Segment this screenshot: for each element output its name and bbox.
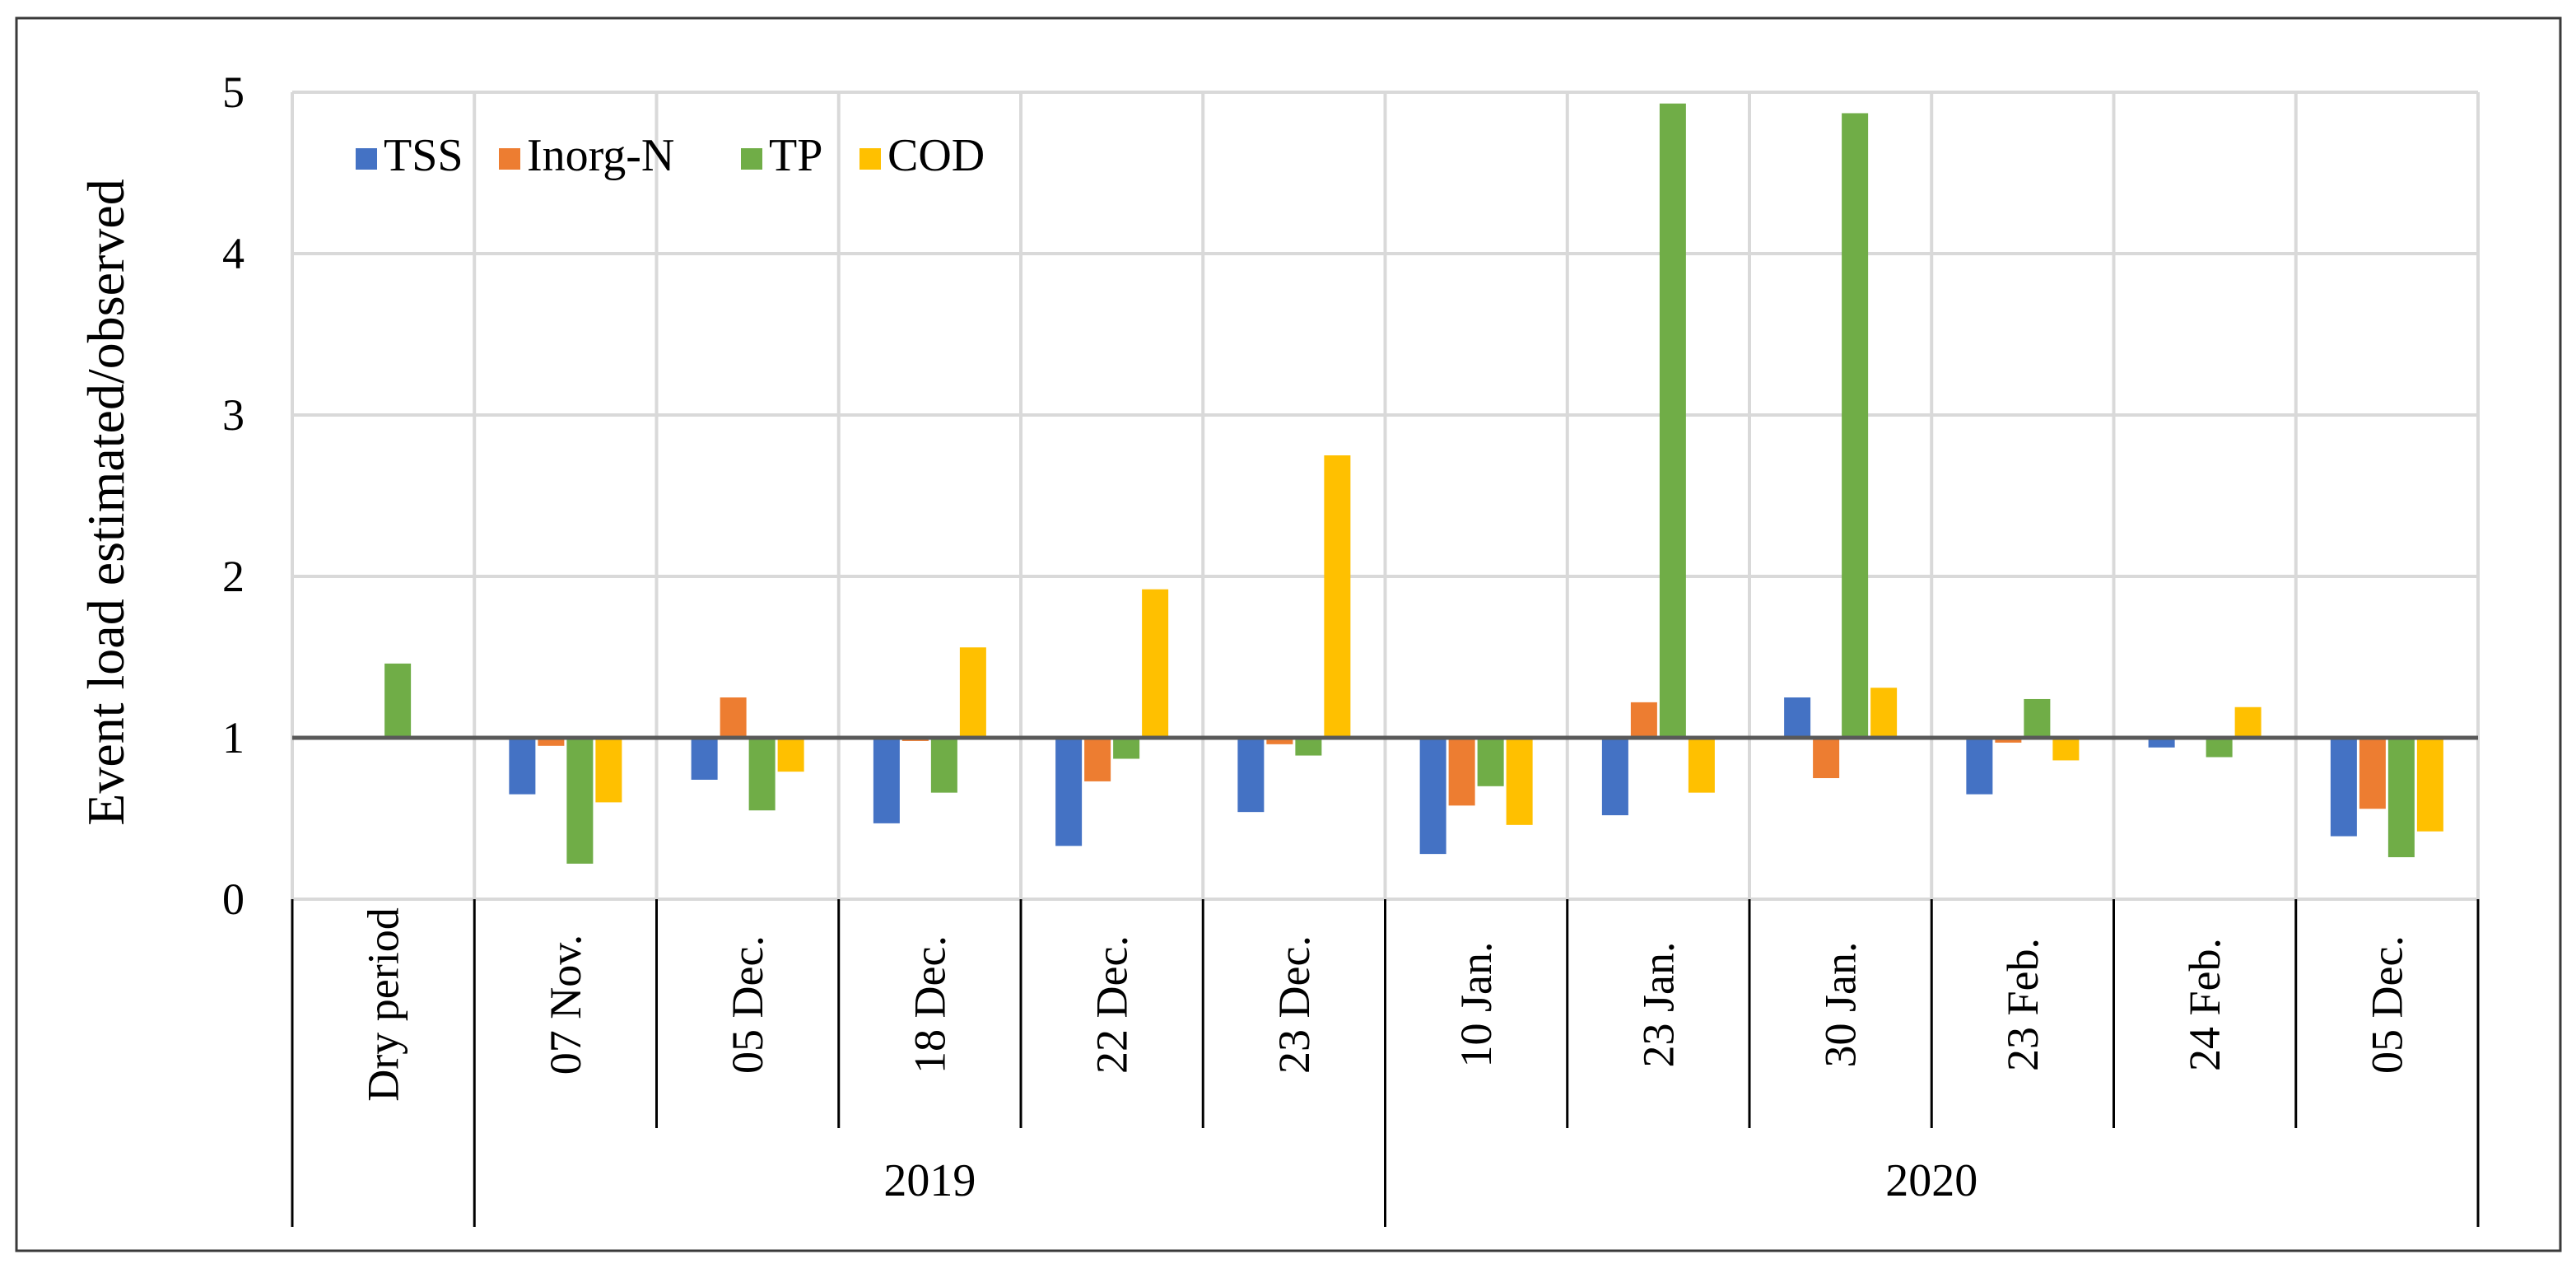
bar-inorg-n	[538, 738, 565, 746]
bar-tp	[1295, 738, 1322, 756]
y-tick-label: 0	[222, 874, 245, 924]
legend-swatch	[499, 148, 520, 170]
bar-inorg-n	[720, 697, 747, 738]
bar-tss	[2148, 738, 2175, 748]
bar-tp	[2206, 738, 2233, 758]
bar-tp	[384, 663, 412, 738]
category-label: 23 Feb.	[1998, 938, 2047, 1071]
bar-cod	[2052, 738, 2080, 761]
bar-tss	[509, 738, 536, 795]
category-label: 24 Feb.	[2180, 938, 2229, 1071]
category-label: 22 Dec.	[1088, 935, 1137, 1074]
group-label: 2019	[883, 1155, 976, 1206]
bar-cod	[1142, 589, 1169, 738]
bar-tp	[1113, 738, 1140, 759]
bar-inorg-n	[1995, 738, 2022, 743]
category-label: 10 Jan.	[1451, 942, 1501, 1068]
bar-cod	[1324, 455, 1351, 738]
bar-tss	[691, 738, 718, 780]
category-label: 23 Dec.	[1269, 935, 1319, 1074]
bar-tss	[1237, 738, 1265, 813]
legend-swatch	[356, 148, 377, 170]
bar-inorg-n	[1266, 738, 1293, 744]
y-tick-label: 5	[222, 68, 245, 117]
bar-cod	[777, 738, 804, 772]
bar-cod	[1506, 738, 1533, 825]
bar-cod	[959, 647, 986, 738]
bar-tss	[1055, 738, 1083, 846]
category-label: 23 Jan.	[1633, 942, 1683, 1068]
category-label: 18 Dec.	[905, 935, 954, 1074]
category-label: 05 Dec.	[2362, 935, 2411, 1074]
category-label: 05 Dec.	[723, 935, 772, 1074]
bar-cod	[2234, 706, 2262, 738]
bar-inorg-n	[2359, 738, 2386, 809]
bar-cod	[2416, 738, 2443, 832]
y-tick-label: 3	[222, 390, 245, 440]
bar-tp	[930, 738, 957, 793]
bar-tp	[748, 738, 776, 811]
bar-inorg-n	[1813, 738, 1840, 778]
category-label: Dry period	[359, 907, 408, 1101]
group-label: 2020	[1885, 1155, 1977, 1206]
bar-tp	[1477, 738, 1504, 786]
bar-tss	[1966, 738, 1993, 795]
category-label: 30 Jan.	[1816, 942, 1866, 1068]
legend-label: TP	[769, 130, 822, 181]
bar-tp	[566, 738, 594, 864]
bar-tss	[2330, 738, 2357, 837]
bar-cod	[1688, 738, 1715, 793]
bar-tp	[1842, 113, 1869, 739]
y-tick-label: 2	[222, 552, 245, 601]
outer-frame	[15, 16, 2562, 1252]
bar-tss	[1419, 738, 1446, 855]
legend-label: TSS	[384, 130, 463, 181]
bar-tss	[873, 738, 900, 823]
category-label: 07 Nov.	[541, 935, 590, 1075]
bar-tp	[1659, 103, 1686, 739]
legend-swatch	[859, 148, 881, 170]
bar-tss	[1601, 738, 1628, 816]
bar-inorg-n	[1448, 738, 1475, 806]
y-tick-label: 4	[222, 229, 245, 278]
bar-tp	[2387, 738, 2415, 858]
bar-inorg-n	[1630, 702, 1657, 738]
bar-cod	[595, 738, 622, 803]
y-tick-label: 1	[222, 713, 245, 762]
y-axis-title: Event load estimated/observed	[77, 179, 135, 826]
legend-swatch	[741, 148, 762, 170]
legend-label: COD	[887, 130, 985, 181]
bar-tp	[2024, 698, 2051, 738]
bar-tss	[1784, 697, 1811, 738]
legend-label: Inorg-N	[527, 130, 674, 181]
bar-cod	[1870, 688, 1898, 738]
bar-inorg-n	[1084, 738, 1111, 781]
